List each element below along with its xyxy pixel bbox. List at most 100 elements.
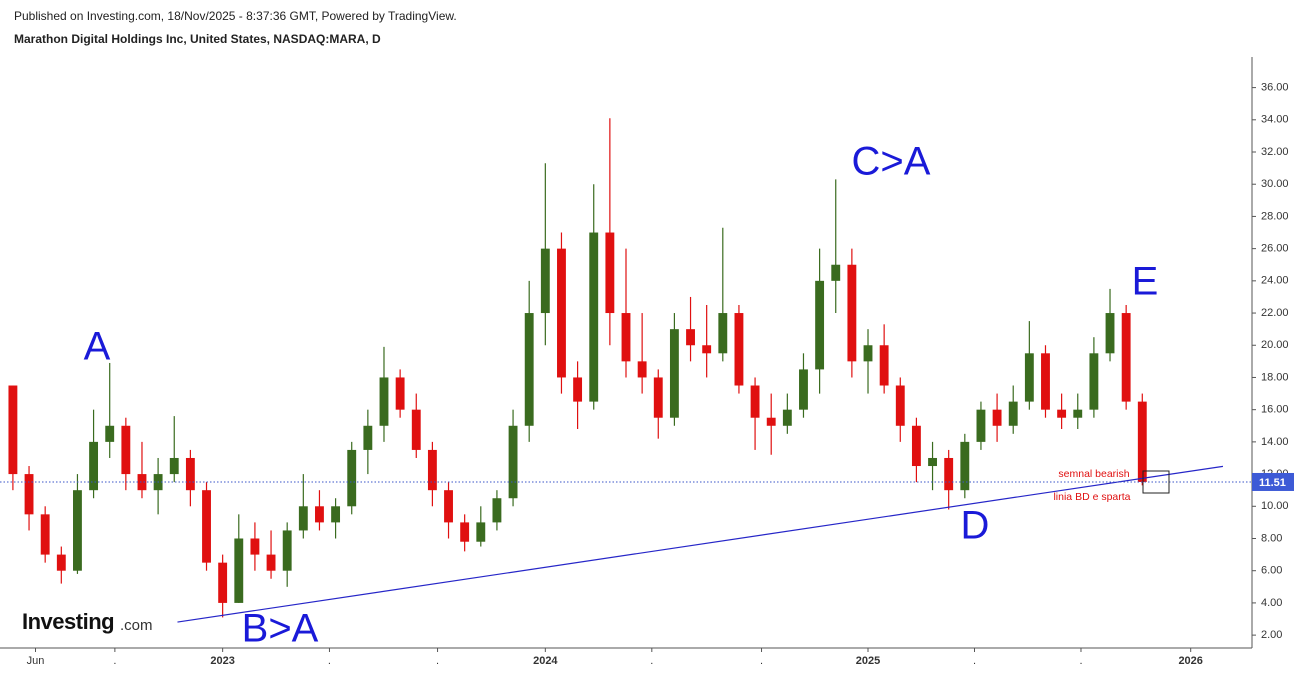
candle-body xyxy=(895,385,905,426)
candle-body xyxy=(185,457,195,491)
candle-body xyxy=(1073,409,1083,418)
y-tick-label: 16.00 xyxy=(1261,404,1289,416)
candle-body xyxy=(605,232,615,314)
candle-body xyxy=(847,264,857,362)
chart-title: Marathon Digital Holdings Inc, United St… xyxy=(14,32,381,46)
candle-body xyxy=(1008,401,1018,426)
candle-body xyxy=(395,377,405,410)
candle-body xyxy=(879,345,889,386)
x-tick-label: 2024 xyxy=(533,655,558,667)
candle-body xyxy=(976,409,986,442)
logo-brand: Investing xyxy=(22,609,114,634)
candle-body xyxy=(298,506,308,531)
candle-body xyxy=(379,377,389,426)
candle-body xyxy=(137,474,147,491)
candle-body xyxy=(460,522,470,542)
candle-body xyxy=(8,385,18,475)
candle-body xyxy=(944,457,954,491)
candle-body xyxy=(169,457,179,475)
candle-body xyxy=(40,514,50,555)
candle-body xyxy=(476,522,486,542)
y-tick-label: 36.00 xyxy=(1261,82,1289,94)
candle-body xyxy=(815,280,825,370)
x-tick-label: 2026 xyxy=(1178,655,1202,667)
y-tick-label: 32.00 xyxy=(1261,146,1289,158)
candle-body xyxy=(266,554,276,571)
candle-body xyxy=(347,449,357,507)
candle-body xyxy=(1105,313,1115,354)
candle-body xyxy=(331,506,341,523)
last-price-label: 11.51 xyxy=(1259,477,1286,489)
x-tick-label: . xyxy=(1079,655,1082,667)
candle-body xyxy=(492,498,502,523)
y-tick-label: 24.00 xyxy=(1261,275,1289,287)
candle-body xyxy=(766,417,776,426)
candle-body xyxy=(1121,313,1131,402)
candle-body xyxy=(1137,401,1147,482)
candle-body xyxy=(863,345,873,362)
candle-body xyxy=(734,313,744,386)
x-tick-label: . xyxy=(973,655,976,667)
candle-body xyxy=(250,538,260,555)
candle-body xyxy=(1024,353,1034,402)
candle-body xyxy=(56,554,66,571)
annotation: linia BD e sparta xyxy=(1053,491,1130,503)
candle-body xyxy=(911,425,921,467)
candle-body xyxy=(928,457,937,467)
candle-body xyxy=(589,232,599,402)
x-tick-label: . xyxy=(328,655,331,667)
candle-body xyxy=(718,313,728,354)
candle-body xyxy=(1041,353,1050,410)
candle-body xyxy=(750,385,760,418)
annotation: A xyxy=(84,325,111,369)
x-tick-label: . xyxy=(436,655,439,667)
trendline xyxy=(177,465,1224,623)
y-tick-label: 30.00 xyxy=(1261,178,1289,190)
candle-body xyxy=(992,409,1002,426)
candle-body xyxy=(653,377,663,418)
candle-body xyxy=(427,449,437,491)
candle-body xyxy=(702,345,712,354)
candle-body xyxy=(1089,353,1099,410)
candle-body xyxy=(637,361,647,378)
y-tick-label: 20.00 xyxy=(1261,339,1289,351)
candle-body xyxy=(315,506,324,523)
candle-body xyxy=(202,490,211,563)
x-tick-label: 2025 xyxy=(856,655,880,667)
candle-body xyxy=(444,490,453,523)
annotation: E xyxy=(1132,260,1159,304)
candle-body xyxy=(218,562,228,603)
x-tick-label: Jun xyxy=(27,655,45,667)
candle-body xyxy=(105,425,115,442)
x-tick-label: . xyxy=(650,655,653,667)
y-tick-label: 8.00 xyxy=(1261,532,1282,544)
y-tick-label: 6.00 xyxy=(1261,565,1282,577)
y-tick-label: 34.00 xyxy=(1261,114,1289,126)
candle-body xyxy=(24,474,34,515)
candle-body xyxy=(573,377,583,402)
annotation: C>A xyxy=(852,140,931,184)
candle-body xyxy=(411,409,421,450)
y-tick-label: 14.00 xyxy=(1261,436,1289,448)
y-tick-label: 28.00 xyxy=(1261,210,1289,222)
candle-body xyxy=(540,248,550,314)
candle-body xyxy=(121,425,131,475)
candle-body xyxy=(73,490,82,571)
candle-body xyxy=(89,441,99,491)
annotation: D xyxy=(961,504,990,548)
logo-suffix: .com xyxy=(120,617,153,634)
highlight-box xyxy=(1142,470,1170,494)
published-note: Published on Investing.com, 18/Nov/2025 … xyxy=(14,9,457,23)
candle-body xyxy=(669,329,679,418)
candle-body xyxy=(234,538,244,603)
candle-body xyxy=(557,248,566,378)
candle-body xyxy=(1057,409,1067,418)
x-tick-label: . xyxy=(113,655,116,667)
y-tick-label: 2.00 xyxy=(1261,629,1282,641)
y-tick-label: 18.00 xyxy=(1261,371,1289,383)
x-tick-label: . xyxy=(760,655,763,667)
candle-body xyxy=(831,264,841,281)
candle-body xyxy=(686,329,695,346)
